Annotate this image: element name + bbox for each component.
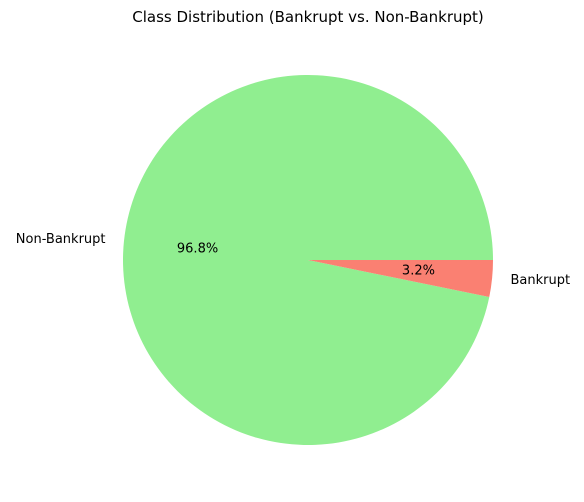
slice-label-non-bankrupt: Non-Bankrupt	[16, 232, 106, 247]
pie-labels: Non-Bankrupt 96.8% Bankrupt 3.2%	[16, 232, 570, 288]
pie-slice-bankrupt	[308, 260, 493, 297]
pie-slices	[123, 75, 493, 445]
slice-label-bankrupt: Bankrupt	[510, 273, 570, 288]
slice-pct-non-bankrupt: 96.8%	[177, 241, 218, 256]
chart-title: Class Distribution (Bankrupt vs. Non-Ban…	[132, 8, 484, 26]
slice-pct-bankrupt: 3.2%	[402, 264, 435, 279]
